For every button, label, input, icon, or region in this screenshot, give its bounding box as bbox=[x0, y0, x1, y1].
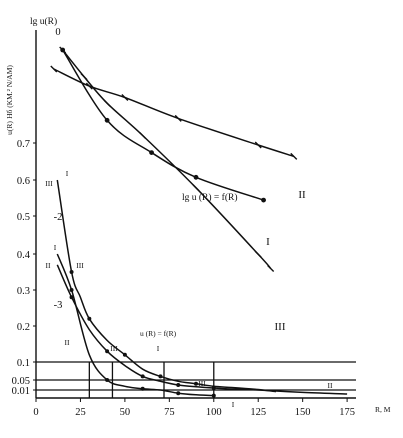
log-series-label-II: II bbox=[298, 189, 306, 201]
log-point-I bbox=[104, 117, 110, 123]
y-axis-top-label: lg u(R) bbox=[30, 16, 57, 27]
linear-series-label: I bbox=[232, 400, 235, 409]
log-point-III bbox=[80, 73, 88, 81]
linear-series-label: II bbox=[328, 381, 333, 390]
log-curve-annotation: lg u (R) = f(R) bbox=[182, 192, 238, 203]
log-point-I bbox=[193, 174, 199, 180]
linear-series-label: II bbox=[65, 338, 70, 347]
y-tick-label: 0.6 bbox=[17, 176, 30, 187]
x-tick-label: 150 bbox=[295, 407, 311, 418]
y-tick-label: 0.2 bbox=[17, 322, 30, 333]
chart-series bbox=[50, 46, 348, 398]
log-point-III bbox=[103, 99, 111, 107]
log-series-label-III: III bbox=[275, 321, 286, 333]
linear-point-III bbox=[122, 352, 127, 357]
linear-series-label: I bbox=[157, 344, 160, 353]
log-tick-label: -2 bbox=[54, 212, 63, 223]
linear-point-II bbox=[105, 349, 110, 354]
log-point-III bbox=[139, 132, 147, 139]
linear-series-label: III bbox=[76, 261, 84, 270]
chart-text: 0 25 50 75 100 125 150 175 R, M 0.7 0.6 0.5 0.4 0.3 0.… bbox=[5, 16, 391, 418]
linear-point-II bbox=[140, 374, 145, 379]
log-point-III bbox=[254, 250, 262, 258]
y-tick-label: 0.01 bbox=[12, 386, 30, 397]
log-point-I bbox=[149, 150, 154, 156]
log-series-II bbox=[53, 68, 295, 158]
log-point-II bbox=[121, 94, 129, 101]
linear-point-II bbox=[176, 383, 181, 387]
x-tick-label: 25 bbox=[75, 407, 86, 418]
log-point-I bbox=[261, 197, 266, 203]
y-tick-label: 0.5 bbox=[17, 212, 30, 223]
log-point-III bbox=[59, 46, 67, 54]
log-tick-label: -3 bbox=[54, 300, 63, 311]
log-series-III bbox=[62, 49, 272, 269]
x-tick-label: 0 bbox=[33, 407, 38, 418]
linear-point-I bbox=[211, 393, 216, 398]
linear-curve-annotation: u (R) = f(R) bbox=[140, 329, 177, 338]
linear-series-III bbox=[56, 179, 277, 393]
linear-series-I bbox=[56, 253, 214, 397]
log-point-II bbox=[290, 152, 298, 160]
linear-series-label: III bbox=[198, 379, 206, 388]
y-axis-vertical-label: Hб (KM.² N/AM) bbox=[5, 65, 14, 119]
y-tick-label: 0.3 bbox=[17, 286, 30, 297]
log-series-label-I: I bbox=[266, 236, 270, 248]
log-point-II bbox=[50, 65, 58, 73]
y-tick-label: 0.4 bbox=[17, 250, 31, 261]
log-point-III bbox=[192, 184, 200, 192]
linear-point-III bbox=[69, 270, 74, 274]
linear-series-label: II bbox=[46, 261, 51, 270]
y-tick-label: 0.7 bbox=[17, 139, 30, 150]
log-point-II bbox=[85, 82, 93, 90]
x-axis-label: R, M bbox=[375, 405, 391, 414]
linear-point-I bbox=[176, 391, 181, 396]
log-tick-label: 0 bbox=[55, 27, 60, 38]
x-tick-label: 125 bbox=[250, 407, 266, 418]
y-tick-label: 0.1 bbox=[17, 358, 30, 369]
log-point-II bbox=[254, 141, 262, 149]
linear-point-III bbox=[158, 374, 163, 379]
linear-series-label: I bbox=[54, 243, 57, 252]
chart-axes bbox=[33, 30, 356, 402]
reference-lines bbox=[36, 361, 356, 398]
log-series-I bbox=[62, 49, 264, 201]
y-tick-label: 0.05 bbox=[12, 376, 30, 387]
linear-series-label: III bbox=[45, 179, 53, 188]
linear-point-III bbox=[194, 381, 198, 386]
linear-series-label: III bbox=[110, 344, 118, 353]
linear-series-label: I bbox=[66, 169, 69, 178]
linear-point-III bbox=[87, 316, 92, 321]
linear-point-I bbox=[105, 378, 110, 382]
log-point-III bbox=[267, 265, 275, 272]
linear-point-I bbox=[140, 386, 145, 391]
log-point-II bbox=[174, 114, 182, 122]
x-tick-label: 50 bbox=[120, 407, 131, 418]
x-tick-label: 75 bbox=[164, 407, 175, 418]
y-axis-vertical-label: u(R) bbox=[5, 121, 14, 135]
x-tick-label: 175 bbox=[339, 407, 355, 418]
x-tick-label: 100 bbox=[206, 407, 222, 418]
linear-point-II bbox=[69, 295, 74, 300]
linear-point-I bbox=[69, 288, 74, 292]
